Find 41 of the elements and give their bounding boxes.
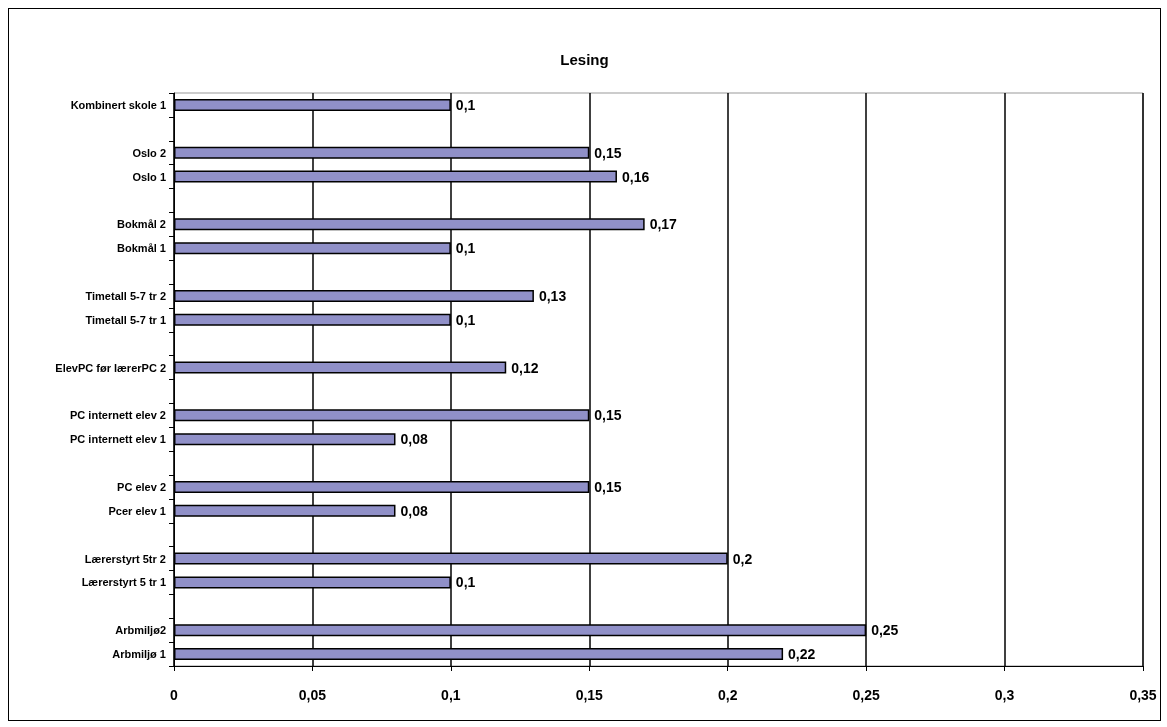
y-tick-label: Lærerstyrt 5 tr 1 [81,576,166,589]
y-tick-label: Arbmiljø 1 [112,648,166,661]
data-label: 0,22 [788,646,816,663]
data-label: 0,25 [871,622,899,639]
data-label: 0,15 [594,144,622,161]
y-tick-label: Timetall 5-7 tr 1 [85,313,166,326]
data-label: 0,08 [400,431,428,448]
y-tick-label: PC internett elev 1 [70,433,166,446]
data-label: 0,15 [594,407,622,424]
data-label: 0,1 [455,240,476,257]
data-label: 0,2 [732,550,753,567]
y-tick-label: Pcer elev 1 [108,504,166,517]
data-label: 0,16 [621,168,650,185]
y-tick-label: PC elev 2 [117,480,166,493]
y-tick-label: Kombinert skole 1 [70,98,166,111]
x-tick-label: 0,25 [852,687,880,703]
y-tick-label: Bokmål 2 [117,218,166,231]
x-tick-label: 0,1 [441,687,461,703]
x-tick-label: 0,05 [298,687,327,703]
data-label: 0,1 [455,96,476,113]
y-tick-label: Bokmål 1 [117,242,166,255]
y-tick-label: ElevPC før lærerPC 2 [55,361,166,374]
y-tick-label: PC internett elev 2 [70,409,166,422]
chart-title: Lesing [560,51,609,68]
data-label: 0,12 [511,359,539,376]
x-tick-label: 0,2 [717,687,738,703]
x-tick-label: 0,15 [575,687,604,703]
data-label: 0,08 [400,502,428,519]
data-label: 0,1 [455,311,476,328]
data-label: 0,1 [455,574,476,591]
x-tick-label: 0 [170,687,179,703]
x-tick-label: 0,35 [1129,687,1157,703]
x-tick-label: 0,3 [994,687,1015,703]
y-tick-label: Arbmiljø2 [115,624,166,637]
data-label: 0,17 [649,216,678,233]
y-tick-label: Oslo 1 [132,170,166,183]
y-tick-label: Lærerstyrt 5tr 2 [84,552,166,565]
y-tick-label: Oslo 2 [132,146,166,159]
y-tick-label: Timetall 5-7 tr 2 [85,289,166,302]
data-label: 0,13 [538,287,567,304]
data-label: 0,15 [594,478,622,495]
